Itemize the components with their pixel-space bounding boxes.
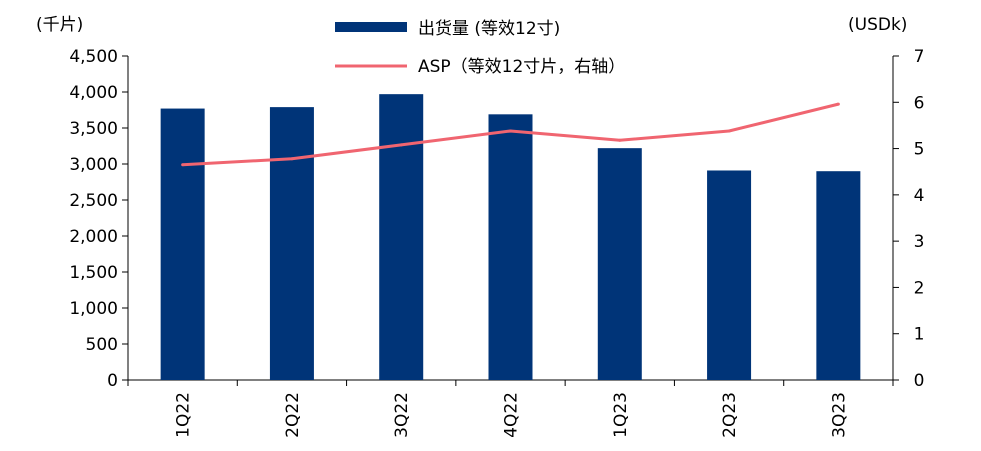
- x-tick-label: 4Q22: [502, 392, 522, 438]
- right-tick-label: 4: [914, 186, 925, 206]
- x-tick-label: 2Q23: [720, 392, 740, 438]
- left-axis: 0 500 1,000 1,500 2,000 2,500 3,000 3,500 4,000 4…: [69, 47, 129, 391]
- right-tick-label: 2: [914, 278, 925, 298]
- right-tick-label: 3: [914, 232, 925, 252]
- asp-point-1Q22: [181, 163, 185, 167]
- asp-point-1Q23: [618, 138, 622, 142]
- left-tick-label: 1,000: [69, 299, 118, 319]
- bar-4Q22: [488, 114, 533, 380]
- bar-1Q23: [597, 148, 642, 380]
- legend-label-asp: ASP（等效12寸片，右轴）: [418, 57, 625, 77]
- asp-point-2Q23: [727, 129, 731, 133]
- left-tick-label: 4,500: [69, 47, 118, 67]
- shipments-bars: [160, 94, 861, 381]
- x-tick-label: 1Q23: [611, 392, 631, 438]
- x-tick-label: 2Q22: [283, 392, 303, 438]
- legend-swatch-shipments: [335, 22, 407, 32]
- left-tick-label: 2,000: [69, 227, 118, 247]
- x-tick-label: 3Q23: [829, 392, 849, 438]
- asp-point-4Q22: [509, 129, 512, 133]
- bar-3Q23: [816, 171, 861, 380]
- right-axis-unit: (USDk): [848, 15, 907, 35]
- x-axis: 1Q22 2Q22 3Q22 4Q22 1Q23 2Q23 3Q23: [127, 379, 894, 438]
- left-tick-label: 500: [86, 335, 118, 355]
- right-axis: 0 1 2 3 4 5 6 7: [892, 47, 925, 391]
- asp-point-3Q22: [399, 143, 403, 147]
- asp-point-2Q22: [290, 157, 294, 161]
- bar-2Q22: [269, 107, 314, 381]
- left-tick-label: 1,500: [69, 263, 118, 283]
- bar-3Q22: [379, 94, 424, 380]
- left-tick-label: 3,000: [69, 155, 118, 175]
- x-tick-label: 3Q22: [392, 392, 412, 438]
- bar-2Q23: [707, 170, 752, 380]
- right-tick-label: 0: [914, 371, 925, 391]
- left-tick-label: 3,500: [69, 119, 118, 139]
- left-tick-label: 0: [107, 371, 118, 391]
- asp-point-3Q23: [836, 102, 840, 106]
- left-tick-label: 2,500: [69, 191, 118, 211]
- x-tick-label: 1Q22: [174, 392, 194, 438]
- legend: 出货量 (等效12寸) ASP（等效12寸片，右轴）: [335, 19, 625, 77]
- left-tick-label: 4,000: [69, 83, 118, 103]
- right-tick-label: 7: [914, 47, 925, 67]
- left-axis-unit: (千片): [36, 15, 83, 35]
- legend-label-shipments: 出货量 (等效12寸): [418, 19, 560, 39]
- right-tick-label: 6: [914, 93, 925, 113]
- right-tick-label: 5: [914, 140, 925, 160]
- bar-1Q22: [160, 108, 205, 380]
- asp-line: [181, 102, 840, 167]
- right-tick-label: 1: [914, 325, 925, 345]
